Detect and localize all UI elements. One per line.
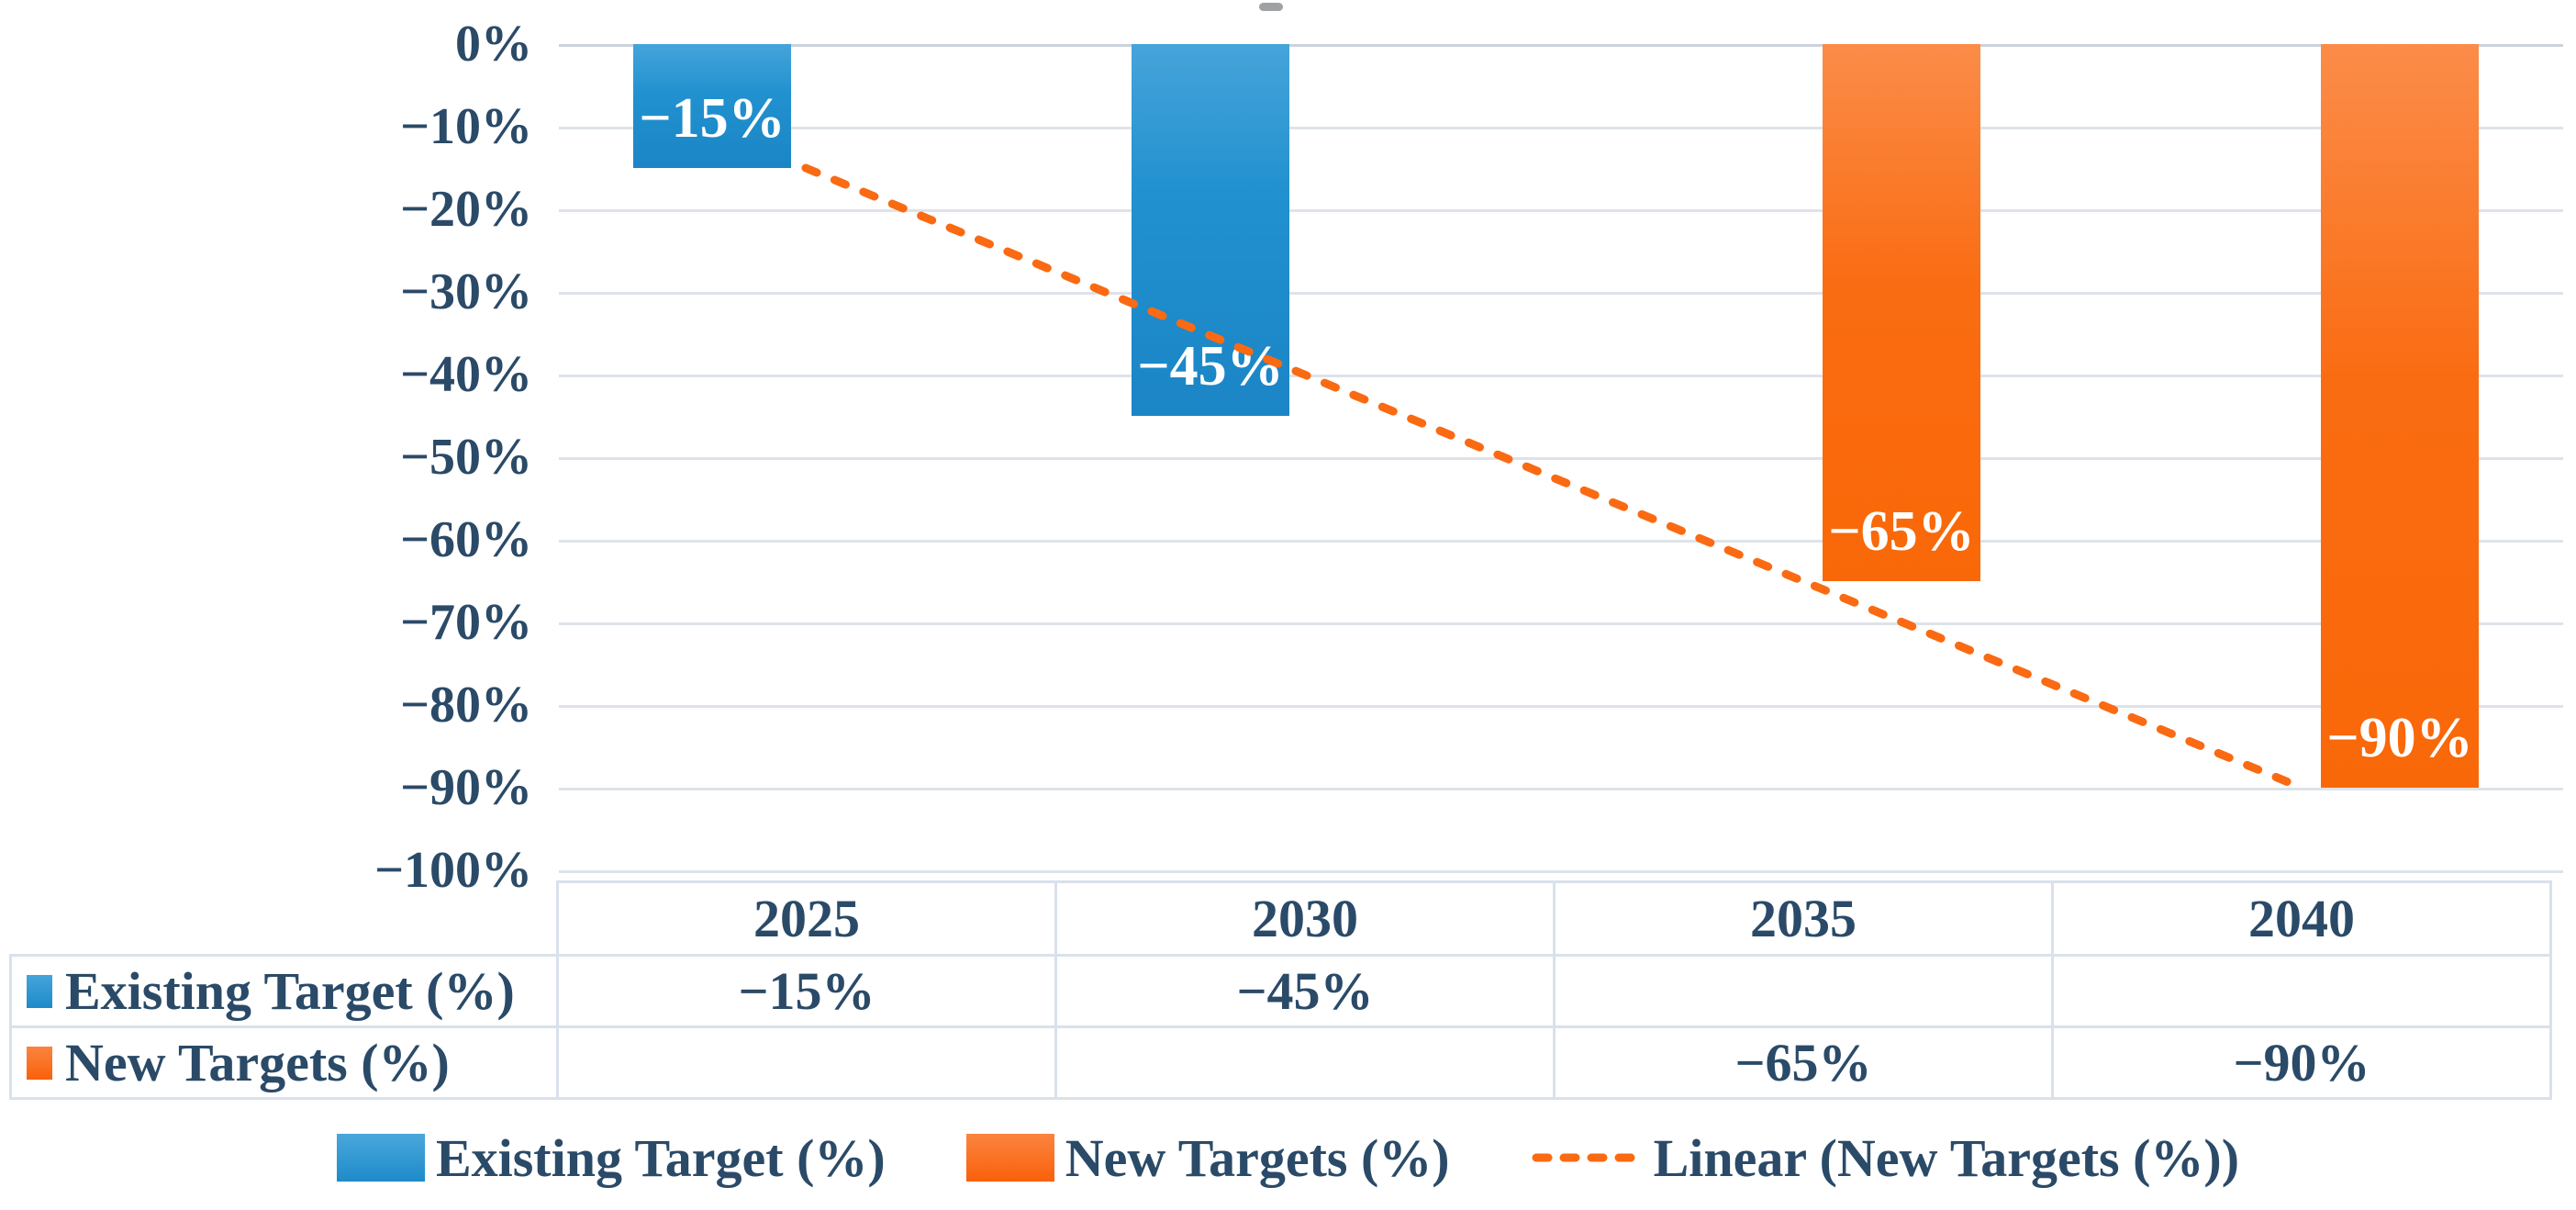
gridline-90 [559, 788, 2563, 790]
bar-new-targets-2040: −90% [2321, 44, 2479, 788]
table-cell-existing-2035 [1556, 957, 2054, 1028]
table-cell-new-2040: −90% [2054, 1028, 2552, 1100]
table-header-2030: 2030 [1057, 880, 1556, 957]
table-header-2025: 2025 [559, 880, 1057, 957]
gridline-40 [559, 375, 2563, 377]
y-tick-30: −30% [400, 263, 532, 320]
y-tick-100: −100% [374, 842, 532, 899]
gridline-70 [559, 622, 2563, 625]
existing-target-key-swatch [27, 974, 52, 1008]
gridline-10 [559, 127, 2563, 129]
stray-mark [1259, 3, 1283, 11]
table-cell-new-2025 [559, 1028, 1057, 1100]
gridline-100 [559, 870, 2563, 873]
table-row-existing-target: Existing Target (%) [9, 957, 559, 1028]
bar-existing-target-2030: −45% [1132, 44, 1289, 416]
table-cell-new-2035: −65% [1556, 1028, 2054, 1100]
legend-label-linear-trendline: Linear (New Targets (%)) [1653, 1127, 2240, 1188]
legend-item-new-targets: New Targets (%) [965, 1127, 1450, 1189]
y-tick-60: −60% [400, 511, 532, 568]
table-cell-new-2030 [1057, 1028, 1556, 1100]
table-corner-blank [9, 880, 559, 957]
bar-data-label: −45% [1137, 335, 1284, 398]
y-tick-10: −10% [400, 98, 532, 155]
legend-item-linear-trendline: Linear (New Targets (%)) [1531, 1127, 2239, 1189]
legend-swatch-new-targets [965, 1134, 1054, 1182]
y-tick-90: −90% [400, 759, 532, 816]
y-tick-40: −40% [400, 346, 532, 403]
bar-data-label: −90% [2326, 707, 2473, 769]
row-label-new-targets: New Targets (%) [65, 1033, 450, 1092]
legend-item-existing-target: Existing Target (%) [336, 1127, 886, 1189]
gridline-20 [559, 209, 2563, 212]
legend-label-new-targets: New Targets (%) [1065, 1127, 1450, 1188]
table-cell-existing-2040 [2054, 957, 2552, 1028]
gridline-0 [559, 44, 2563, 47]
bar-existing-target-2025: −15% [633, 44, 791, 168]
new-targets-key-swatch [27, 1046, 52, 1080]
gridline-60 [559, 540, 2563, 543]
y-tick-0: 0% [455, 16, 532, 73]
y-tick-50: −50% [400, 429, 532, 486]
bar-data-label: −65% [1828, 500, 1975, 563]
table-row-new-targets: New Targets (%) [9, 1028, 559, 1100]
gridline-50 [559, 457, 2563, 460]
gridline-30 [559, 292, 2563, 295]
gridline-80 [559, 705, 2563, 708]
data-table: 2025 2030 2035 2040 Existing Target (%) … [9, 880, 2552, 1100]
row-label-existing-target: Existing Target (%) [65, 961, 515, 1021]
legend-dashed-line-swatch [1532, 1153, 1642, 1162]
table-header-2040: 2040 [2054, 880, 2552, 957]
chart-legend: Existing Target (%) New Targets (%) Line… [0, 1116, 2576, 1199]
y-tick-70: −70% [400, 594, 532, 651]
legend-label-existing-target: Existing Target (%) [435, 1127, 886, 1188]
y-tick-80: −80% [400, 677, 532, 734]
table-cell-existing-2030: −45% [1057, 957, 1556, 1028]
table-header-2035: 2035 [1556, 880, 2054, 957]
legend-swatch-existing-target [336, 1134, 425, 1182]
bar-new-targets-2035: −65% [1823, 44, 1980, 581]
table-cell-existing-2025: −15% [559, 957, 1057, 1028]
y-tick-20: −20% [400, 181, 532, 238]
bar-data-label: −15% [639, 87, 786, 150]
